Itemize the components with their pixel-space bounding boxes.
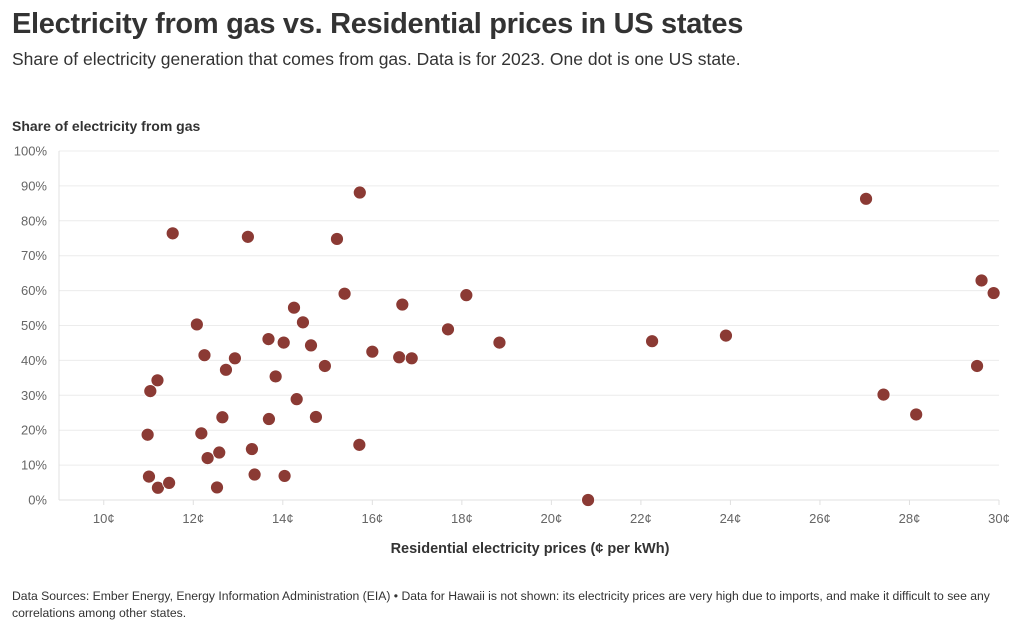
x-tick-label: 20¢	[541, 511, 563, 526]
state-dot[interactable]	[240, 229, 255, 244]
x-tick-label: 24¢	[720, 511, 742, 526]
state-dot[interactable]	[330, 232, 344, 246]
state-dot[interactable]	[719, 328, 733, 343]
x-tick-label: 16¢	[361, 511, 383, 526]
x-tick-label: 18¢	[451, 511, 473, 526]
state-dot[interactable]	[189, 317, 204, 332]
x-axis-label: Residential electricity prices (¢ per kW…	[390, 541, 670, 557]
state-dot[interactable]	[277, 469, 292, 483]
state-dot[interactable]	[909, 407, 924, 422]
state-dot[interactable]	[986, 286, 1001, 300]
state-dot[interactable]	[304, 338, 318, 353]
state-dot[interactable]	[395, 297, 410, 312]
state-dot[interactable]	[317, 359, 332, 373]
y-tick-labels: 0% 10% 20% 30% 40% 50% 60% 70% 80% 90% 100%	[14, 144, 48, 508]
state-dot[interactable]	[581, 493, 595, 507]
state-dot[interactable]	[309, 410, 323, 424]
state-dot[interactable]	[365, 344, 380, 359]
state-dot[interactable]	[150, 373, 165, 388]
grid-layer	[59, 150, 999, 501]
state-dot[interactable]	[392, 350, 407, 365]
source-note: Data Sources: Ember Energy, Energy Infor…	[12, 589, 990, 620]
state-dot[interactable]	[228, 351, 242, 366]
state-dot[interactable]	[143, 384, 158, 399]
state-dot[interactable]	[337, 286, 352, 301]
state-dot[interactable]	[262, 412, 276, 426]
state-dot[interactable]	[140, 427, 155, 442]
state-dot[interactable]	[212, 445, 227, 460]
state-dot[interactable]	[876, 387, 891, 402]
y-tick-label: 50%	[21, 318, 47, 333]
state-dot[interactable]	[404, 351, 419, 366]
y-tick-label: 70%	[21, 248, 47, 263]
state-dot[interactable]	[859, 191, 873, 206]
state-dot[interactable]	[352, 437, 367, 452]
y-tick-label: 100%	[14, 144, 48, 159]
x-tick-label: 14¢	[272, 511, 294, 526]
y-tick-label: 80%	[21, 213, 47, 228]
x-tick-label: 10¢	[93, 511, 115, 526]
state-dot[interactable]	[215, 410, 230, 425]
x-tick-label: 12¢	[182, 511, 204, 526]
state-dot[interactable]	[210, 480, 224, 495]
state-dot[interactable]	[492, 335, 507, 350]
y-tick-label: 30%	[21, 388, 47, 403]
y-tick-label: 20%	[21, 423, 47, 438]
y-tick-label: 10%	[21, 458, 47, 473]
state-dot[interactable]	[276, 335, 291, 350]
x-tick-label: 30¢	[988, 511, 1010, 526]
axis-layer	[58, 151, 1000, 505]
y-tick-label: 0%	[28, 493, 47, 508]
state-dot[interactable]	[289, 392, 304, 407]
y-tick-label: 60%	[21, 283, 47, 298]
x-tick-label: 22¢	[630, 511, 652, 526]
y-tick-label: 90%	[21, 178, 47, 193]
y-axis-label: Share of electricity from gas	[12, 118, 201, 134]
state-dot[interactable]	[142, 469, 156, 484]
y-tick-label: 40%	[21, 353, 47, 368]
x-tick-labels: 10¢ 12¢ 14¢ 16¢ 18¢ 20¢ 22¢ 24¢ 26¢ 28¢ 30¢	[93, 511, 1010, 526]
state-dot[interactable]	[645, 334, 659, 349]
state-dot[interactable]	[268, 369, 283, 384]
state-dot[interactable]	[245, 442, 259, 456]
state-dot[interactable]	[287, 300, 301, 315]
x-tick-label: 26¢	[809, 511, 831, 526]
chart-subtitle: Share of electricity generation that com…	[12, 49, 741, 69]
x-tick-label: 28¢	[899, 511, 921, 526]
state-dot[interactable]	[459, 288, 474, 303]
data-points	[140, 185, 1001, 507]
chart-title: Electricity from gas vs. Residential pri…	[12, 8, 744, 40]
state-dot[interactable]	[970, 359, 984, 373]
state-dot[interactable]	[261, 332, 276, 347]
state-dot[interactable]	[200, 451, 215, 466]
state-dot[interactable]	[441, 322, 455, 337]
state-dot[interactable]	[247, 467, 262, 482]
state-dot[interactable]	[219, 362, 233, 377]
state-dot[interactable]	[162, 475, 177, 490]
state-dot[interactable]	[194, 426, 209, 441]
state-dot[interactable]	[352, 185, 367, 200]
state-dot[interactable]	[296, 315, 310, 330]
state-dot[interactable]	[165, 226, 180, 241]
state-dot[interactable]	[974, 273, 989, 288]
state-dot[interactable]	[197, 348, 212, 363]
